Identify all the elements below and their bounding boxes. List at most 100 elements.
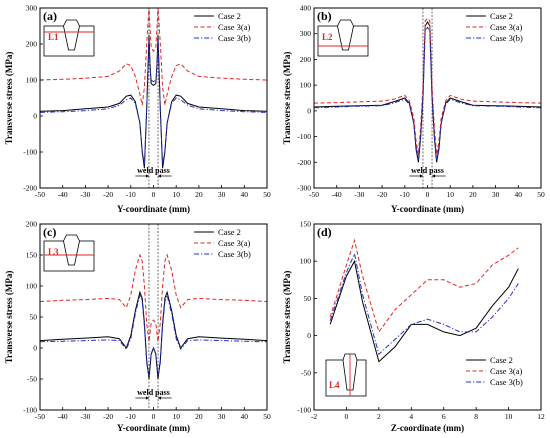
y-tick-label: 200 xyxy=(300,55,312,64)
y-tick-label: -50 xyxy=(301,368,311,377)
legend-entry: Case 3(b) xyxy=(490,33,523,43)
series-line-case-3-a xyxy=(329,238,519,334)
x-tick-label: -30 xyxy=(80,412,90,421)
series-line-case-3-b xyxy=(329,252,519,356)
y-tick-label: 0 xyxy=(33,344,37,353)
series-line-case-2 xyxy=(40,290,267,380)
x-tick-label: 0 xyxy=(345,412,349,421)
x-axis-title: Y-coordinate (mm) xyxy=(117,423,190,433)
legend-entry: Case 3(a) xyxy=(218,238,251,248)
x-tick-label: -20 xyxy=(103,412,113,421)
legend-entry: Case 3(a) xyxy=(490,22,523,32)
panel-label: (a) xyxy=(43,9,57,23)
x-axis-title: Y-coordinate (mm) xyxy=(117,204,190,214)
x-tick-label: -50 xyxy=(309,190,319,199)
series-line-case-3-b xyxy=(40,40,267,165)
y-tick-label: -200 xyxy=(23,184,37,193)
legend-entry: Case 2 xyxy=(218,11,241,21)
legend-entry: Case 3(b) xyxy=(490,377,523,387)
weld-section-inset: L3 xyxy=(43,234,95,272)
x-tick-label: 20 xyxy=(195,412,203,421)
series-line-case-2 xyxy=(314,21,541,163)
chart-panel: -50 -40 -30 -20 -10 0 10 20 30 40 50-100-500501001… xyxy=(4,220,271,434)
y-tick-label: -100 xyxy=(23,148,37,157)
legend-entry: Case 3(a) xyxy=(218,22,251,32)
inset-label: L2 xyxy=(322,32,333,42)
y-tick-label: 150 xyxy=(300,220,312,229)
x-tick-label: 40 xyxy=(241,412,249,421)
x-tick-label: 50 xyxy=(263,190,271,199)
weld-pass-label: weld pass xyxy=(137,166,170,175)
panel-label: (d) xyxy=(317,225,332,239)
legend-entry: Case 2 xyxy=(218,227,241,237)
y-tick-label: -50 xyxy=(27,375,37,384)
y-tick-label: -300 xyxy=(297,184,311,193)
y-tick-label: -100 xyxy=(297,406,311,415)
x-tick-label: -10 xyxy=(400,190,410,199)
x-tick-label: -50 xyxy=(35,190,45,199)
inset-label: L1 xyxy=(48,32,59,42)
x-axis-title: Y-coordinate (mm) xyxy=(391,204,464,214)
x-tick-label: 30 xyxy=(492,190,500,199)
legend-entry: Case 2 xyxy=(490,355,513,365)
x-tick-label: -40 xyxy=(58,412,68,421)
x-tick-label: 2 xyxy=(377,412,381,421)
y-tick-label: 0 xyxy=(33,112,37,121)
legend-entry: Case 3(a) xyxy=(490,366,523,376)
series-line-case-3-a xyxy=(314,17,541,155)
x-tick-label: 10 xyxy=(505,412,513,421)
x-tick-label: -40 xyxy=(332,190,342,199)
legend-entry: Case 3(b) xyxy=(218,249,251,259)
x-tick-label: 4 xyxy=(409,412,413,421)
x-tick-label: 50 xyxy=(537,190,545,199)
x-tick-label: 6 xyxy=(442,412,446,421)
x-tick-label: 10 xyxy=(172,412,180,421)
x-tick-label: -30 xyxy=(354,190,364,199)
x-tick-label: -10 xyxy=(126,412,136,421)
y-axis-title: Transverse stress (MPa) xyxy=(282,271,292,364)
legend-entry: Case 3(b) xyxy=(218,33,251,43)
x-tick-label: 0 xyxy=(426,190,430,199)
weld-pass-label: weld pass xyxy=(411,166,444,175)
series-line-case-2 xyxy=(40,34,267,169)
weld-section-inset: L4 xyxy=(325,353,367,397)
weld-pass-label: weld pass xyxy=(137,388,170,397)
y-tick-label: 0 xyxy=(307,106,311,115)
y-tick-label: 300 xyxy=(300,29,312,38)
x-tick-label: 30 xyxy=(218,190,226,199)
x-tick-label: -40 xyxy=(58,190,68,199)
x-tick-label: 10 xyxy=(446,190,454,199)
y-tick-label: 200 xyxy=(26,40,38,49)
y-tick-label: -100 xyxy=(297,132,311,141)
chart-panel: -50 -40 -30 -20 -10 0 10 20 30 40 50-200-100010020… xyxy=(4,4,271,215)
y-tick-label: 0 xyxy=(307,331,311,340)
panel-label: (b) xyxy=(317,9,332,23)
inset-label: L4 xyxy=(329,380,340,390)
x-axis-title: Z-coordinate (mm) xyxy=(391,423,464,433)
series-line-case-2 xyxy=(329,259,519,363)
x-tick-label: 8 xyxy=(474,412,478,421)
x-tick-label: 10 xyxy=(172,190,180,199)
x-tick-label: -2 xyxy=(311,412,317,421)
x-tick-label: -30 xyxy=(80,190,90,199)
y-axis-title: Transverse stress (MPa) xyxy=(282,52,292,145)
weld-section-inset: L2 xyxy=(317,19,369,57)
inset-label: L3 xyxy=(48,247,59,257)
x-tick-label: 0 xyxy=(152,190,156,199)
x-tick-label: 12 xyxy=(537,412,545,421)
y-tick-label: 100 xyxy=(26,76,38,85)
y-tick-label: 100 xyxy=(300,257,312,266)
y-axis-title: Transverse stress (MPa) xyxy=(4,271,14,364)
y-tick-label: 400 xyxy=(300,4,312,13)
y-tick-label: -200 xyxy=(297,158,311,167)
series-line-case-3-b xyxy=(40,293,267,376)
x-tick-label: 40 xyxy=(241,190,249,199)
weld-section-inset: L1 xyxy=(43,19,95,57)
y-tick-label: 100 xyxy=(300,81,312,90)
legend-entry: Case 2 xyxy=(490,11,513,21)
